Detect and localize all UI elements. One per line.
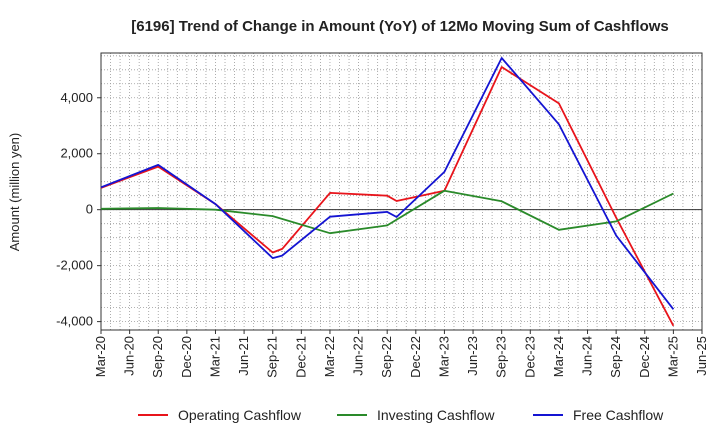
chart-title: [6196] Trend of Change in Amount (YoY) o… — [131, 18, 669, 35]
x-tick-label: Dec-23 — [522, 336, 537, 378]
x-tick-label: Sep-20 — [150, 336, 165, 378]
x-tick-label: Dec-21 — [293, 336, 308, 378]
x-tick-label: Mar-20 — [93, 336, 108, 377]
x-tick-label: Mar-22 — [322, 336, 337, 377]
x-tick-label: Jun-20 — [122, 336, 137, 376]
x-tick-label: Dec-22 — [408, 336, 423, 378]
x-tick-label: Mar-25 — [665, 336, 680, 377]
y-tick-label: -2,000 — [56, 258, 93, 273]
x-tick-label: Sep-22 — [379, 336, 394, 378]
x-tick-label: Jun-22 — [351, 336, 366, 376]
x-tick-label: Mar-24 — [551, 336, 566, 377]
y-tick-label: -4,000 — [56, 314, 93, 329]
series-group — [100, 57, 675, 327]
x-axis: Mar-20 Jun-20 Sep-20 Dec-20 Mar-21 Jun-21 Sep-… — [93, 330, 709, 378]
y-tick-label: 4,000 — [60, 90, 93, 105]
grid — [100, 53, 703, 330]
series-line-free-cashflow — [100, 57, 675, 310]
y-axis: -4,000 -2,000 0 2,000 4,000 — [56, 90, 101, 329]
x-tick-label: Mar-21 — [207, 336, 222, 377]
x-tick-label: Sep-21 — [265, 336, 280, 378]
x-tick-label: Jun-25 — [694, 336, 709, 376]
legend-label: Operating Cashflow — [178, 407, 302, 423]
x-tick-label: Sep-24 — [608, 336, 623, 378]
series-line-operating-cashflow — [100, 66, 675, 327]
x-tick-label: Sep-23 — [494, 336, 509, 378]
x-tick-label: Dec-24 — [637, 336, 652, 378]
x-tick-label: Jun-24 — [580, 336, 595, 376]
y-axis-label: Amount (million yen) — [7, 133, 22, 252]
y-tick-label: 0 — [86, 202, 93, 217]
x-tick-label: Mar-23 — [436, 336, 451, 377]
series-line-investing-cashflow — [100, 189, 674, 235]
x-tick-label: Jun-23 — [465, 336, 480, 376]
plot-area — [100, 52, 703, 331]
legend: Operating Cashflow Investing Cashflow Free… — [138, 407, 664, 423]
legend-label: Investing Cashflow — [377, 407, 495, 423]
x-tick-label: Jun-21 — [236, 336, 251, 376]
legend-label: Free Cashflow — [573, 407, 664, 423]
y-tick-label: 2,000 — [60, 146, 93, 161]
x-tick-label: Dec-20 — [179, 336, 194, 378]
